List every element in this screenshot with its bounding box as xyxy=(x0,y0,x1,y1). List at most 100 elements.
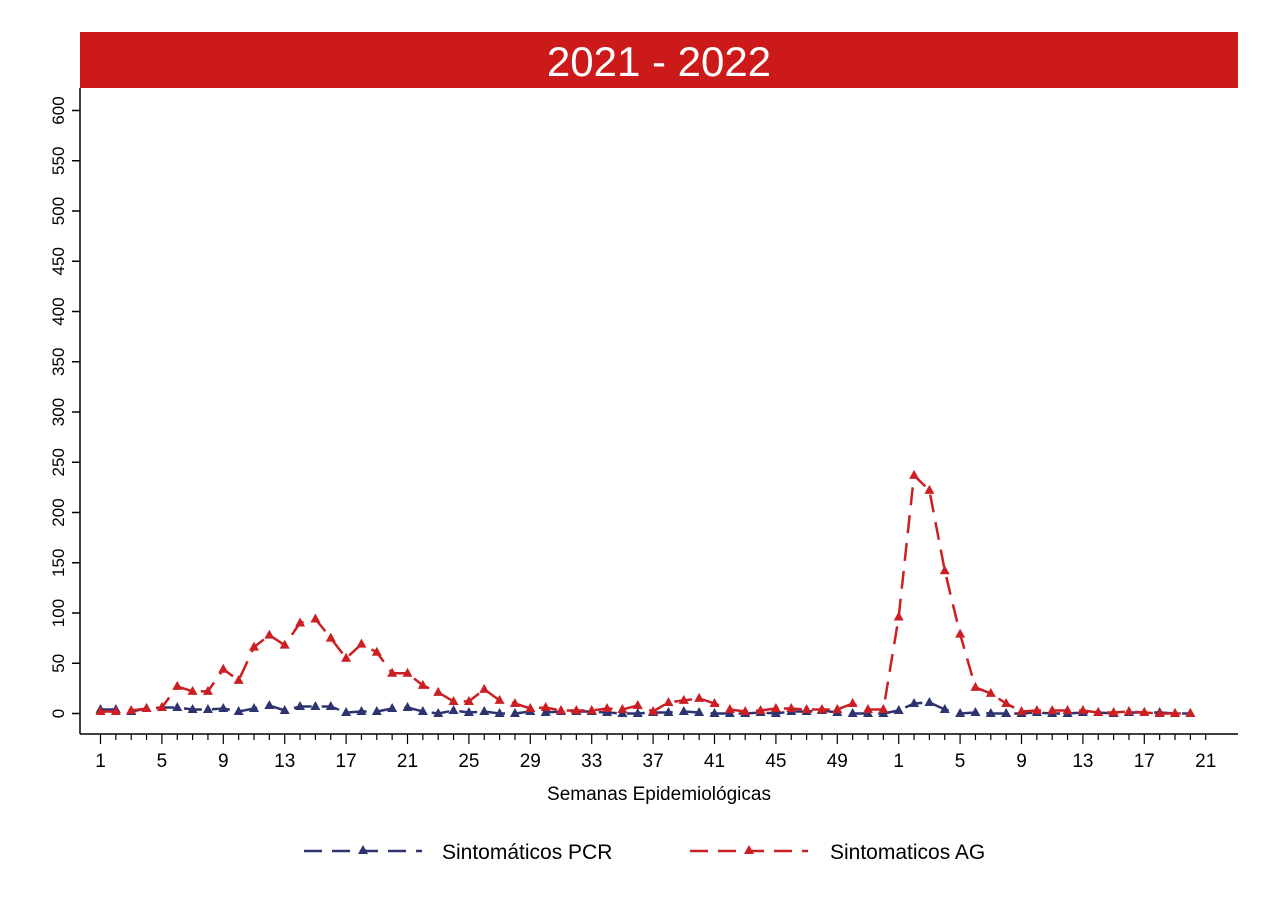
data-point-ag xyxy=(448,695,459,705)
data-point-pcr xyxy=(279,704,290,714)
x-tick-label: 21 xyxy=(1195,751,1216,772)
data-point-ag xyxy=(325,632,336,642)
data-point-ag xyxy=(202,685,213,695)
data-point-ag xyxy=(1154,708,1165,717)
data-point-ag xyxy=(1047,704,1058,714)
data-point-ag xyxy=(909,469,920,479)
data-point-ag xyxy=(1170,708,1180,717)
y-tick-label: 250 xyxy=(49,448,68,476)
legend-item-pcr: Sintomáticos PCR xyxy=(304,841,612,864)
data-point-ag xyxy=(816,703,827,713)
series-ag xyxy=(95,469,1196,717)
data-point-ag xyxy=(1016,705,1027,715)
legend-marker-pcr xyxy=(358,845,368,854)
data-point-ag xyxy=(1108,706,1119,716)
data-point-ag xyxy=(801,703,812,713)
data-point-ag xyxy=(571,704,582,714)
data-point-pcr xyxy=(463,706,474,716)
x-tick-label: 13 xyxy=(274,751,295,772)
data-point-ag xyxy=(924,484,935,494)
data-point-pcr xyxy=(924,696,935,706)
y-tick: 450 xyxy=(49,247,80,275)
data-point-pcr xyxy=(678,705,689,715)
data-point-pcr xyxy=(172,701,183,711)
y-tick-label: 500 xyxy=(49,197,68,225)
x-tick-label: 13 xyxy=(1072,751,1093,772)
data-point-ag xyxy=(755,704,766,714)
series-line-ag xyxy=(100,474,1191,715)
data-point-pcr xyxy=(1001,708,1012,717)
data-point-ag xyxy=(970,681,981,691)
data-point-pcr xyxy=(433,708,444,717)
x-tick-group: 1 5 9 13 17 21 25 29 33 37 41 45 49 1 5 9 13 17 21 xyxy=(95,734,1216,772)
y-tick-label: 400 xyxy=(49,297,68,325)
data-point-ag xyxy=(310,613,321,623)
y-tick: 150 xyxy=(49,549,80,577)
data-point-pcr xyxy=(632,708,643,717)
data-point-pcr xyxy=(218,702,229,712)
y-tick: 50 xyxy=(49,654,80,673)
y-tick-label: 200 xyxy=(49,498,68,526)
data-point-ag xyxy=(341,652,352,662)
data-point-ag xyxy=(463,695,474,705)
y-tick-label: 300 xyxy=(49,398,68,426)
data-point-pcr xyxy=(417,705,428,715)
data-point-ag xyxy=(540,701,551,711)
data-point-pcr xyxy=(402,701,413,711)
data-point-ag xyxy=(172,680,183,690)
data-point-ag xyxy=(648,705,659,715)
data-point-ag xyxy=(863,703,873,713)
data-point-pcr xyxy=(448,704,459,714)
data-point-ag xyxy=(724,703,735,713)
data-point-pcr xyxy=(709,708,720,717)
x-tick-label: 5 xyxy=(955,751,966,772)
y-tick-label: 50 xyxy=(49,654,68,673)
data-point-ag xyxy=(187,685,198,695)
data-point-ag xyxy=(832,703,843,713)
data-point-ag xyxy=(602,702,613,712)
data-point-ag xyxy=(494,694,505,704)
data-point-pcr xyxy=(694,706,705,716)
legend-label-pcr: Sintomáticos PCR xyxy=(442,841,612,864)
data-point-pcr xyxy=(325,700,336,710)
data-point-ag xyxy=(264,629,275,639)
data-point-ag xyxy=(279,639,290,649)
data-point-ag xyxy=(126,704,137,714)
series-layer xyxy=(95,469,1196,717)
data-point-ag xyxy=(556,704,566,714)
data-point-ag xyxy=(433,686,444,696)
data-point-ag xyxy=(295,617,306,627)
data-point-pcr xyxy=(847,708,858,717)
y-tick: 200 xyxy=(49,498,80,527)
data-point-ag xyxy=(786,702,797,712)
y-tick-label: 450 xyxy=(49,247,68,275)
x-tick-label: 17 xyxy=(1134,751,1155,772)
data-point-ag xyxy=(402,667,413,677)
data-point-ag xyxy=(617,703,628,713)
y-tick: 100 xyxy=(49,599,80,627)
y-tick-label: 100 xyxy=(49,599,68,627)
y-tick: 250 xyxy=(49,448,80,476)
x-tick-label: 37 xyxy=(643,751,664,772)
x-tick-label: 9 xyxy=(218,751,229,772)
y-tick: 600 xyxy=(49,96,80,125)
data-point-ag xyxy=(1139,706,1150,716)
data-point-pcr xyxy=(202,703,213,713)
y-tick-label: 0 xyxy=(49,709,68,718)
data-point-pcr xyxy=(770,708,781,717)
series-pcr xyxy=(95,696,1196,717)
data-point-ag xyxy=(141,702,152,712)
data-point-pcr xyxy=(187,703,198,713)
data-point-ag xyxy=(709,697,720,707)
x-axis: 1 5 9 13 17 21 25 29 33 37 41 45 49 1 5 9 13 17 21 xyxy=(80,733,1238,772)
x-tick-label: 49 xyxy=(827,751,848,772)
y-tick: 550 xyxy=(49,147,80,175)
y-tick: 0 xyxy=(49,709,80,718)
data-point-ag xyxy=(1077,704,1088,714)
data-point-pcr xyxy=(955,708,966,717)
data-point-ag xyxy=(1093,706,1104,716)
data-point-ag xyxy=(1031,704,1042,714)
data-point-ag xyxy=(1001,697,1012,707)
y-tick-label: 350 xyxy=(49,348,68,376)
